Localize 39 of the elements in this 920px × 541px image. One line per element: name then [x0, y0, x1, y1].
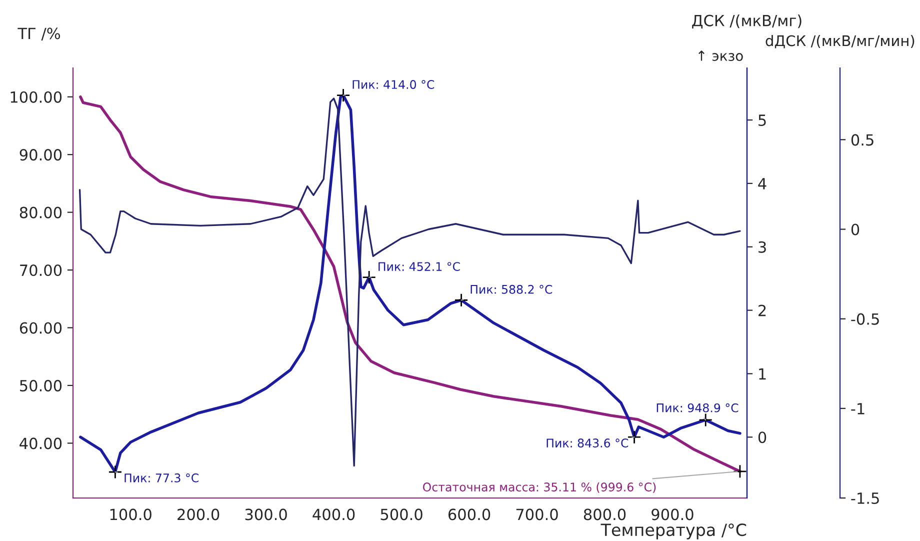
- y-tick-label: 90.00: [20, 149, 62, 161]
- y3-tick-label: 0.5: [851, 134, 874, 146]
- y2-tick-label: 3: [758, 241, 766, 253]
- y-tick-label: 100.00: [10, 91, 62, 103]
- annotation: Остаточная масса: 35.11 % (999.6 °C): [422, 482, 656, 493]
- annotation: Пик: 948.9 °C: [656, 403, 738, 412]
- y3-tick-label: -1.5: [851, 492, 879, 504]
- x-tick-label: 900.0: [652, 508, 694, 520]
- y-tick-label: 70.00: [20, 264, 62, 276]
- y2-axis-title: ДСК /(мкВ/мг): [692, 14, 802, 29]
- text: ↑ экзо: [698, 50, 743, 62]
- y2-tick-label: 5: [758, 114, 766, 126]
- y-tick-label: 50.00: [20, 380, 62, 392]
- y3-tick-label: 0: [851, 224, 860, 236]
- y-axis-title: ТГ /%: [18, 28, 60, 40]
- x-tick-label: 400.0: [312, 508, 355, 520]
- y2-tick-label: 0: [758, 432, 766, 444]
- annotation: Пик: 588.2 °C: [470, 284, 552, 294]
- annotation: Пик: 414.0 °C: [352, 80, 434, 89]
- y2-tick-label: 4: [758, 178, 766, 190]
- y3-tick-label: -1: [851, 403, 864, 414]
- y3-axis-title: dДСК /(мкВ/мг/мин): [766, 34, 914, 48]
- annotation: Пик: 843.6 °C: [546, 438, 628, 448]
- x-axis-title: Температура /°C: [600, 523, 746, 540]
- x-tick-label: 800.0: [584, 508, 626, 520]
- y2-tick-label: 1: [759, 368, 766, 380]
- x-tick-label: 200.0: [178, 508, 220, 520]
- annotation: Пик: 452.1 °C: [378, 262, 460, 271]
- y2-tick-label: 2: [758, 304, 766, 316]
- y3-tick-label: -0.5: [851, 313, 879, 325]
- x-tick-label: 100.0: [110, 508, 152, 520]
- x-tick-label: 700.0: [516, 508, 558, 520]
- annotation: Пик: 77.3 °C: [124, 473, 198, 482]
- y-tick-label: 40.00: [20, 438, 62, 450]
- y-tick-label: 80.00: [20, 206, 62, 218]
- x-tick-label: 600.0: [448, 508, 490, 520]
- x-tick-label: 500.0: [380, 508, 422, 520]
- x-tick-label: 300.0: [245, 508, 287, 520]
- y-tick-label: 60.00: [20, 322, 62, 334]
